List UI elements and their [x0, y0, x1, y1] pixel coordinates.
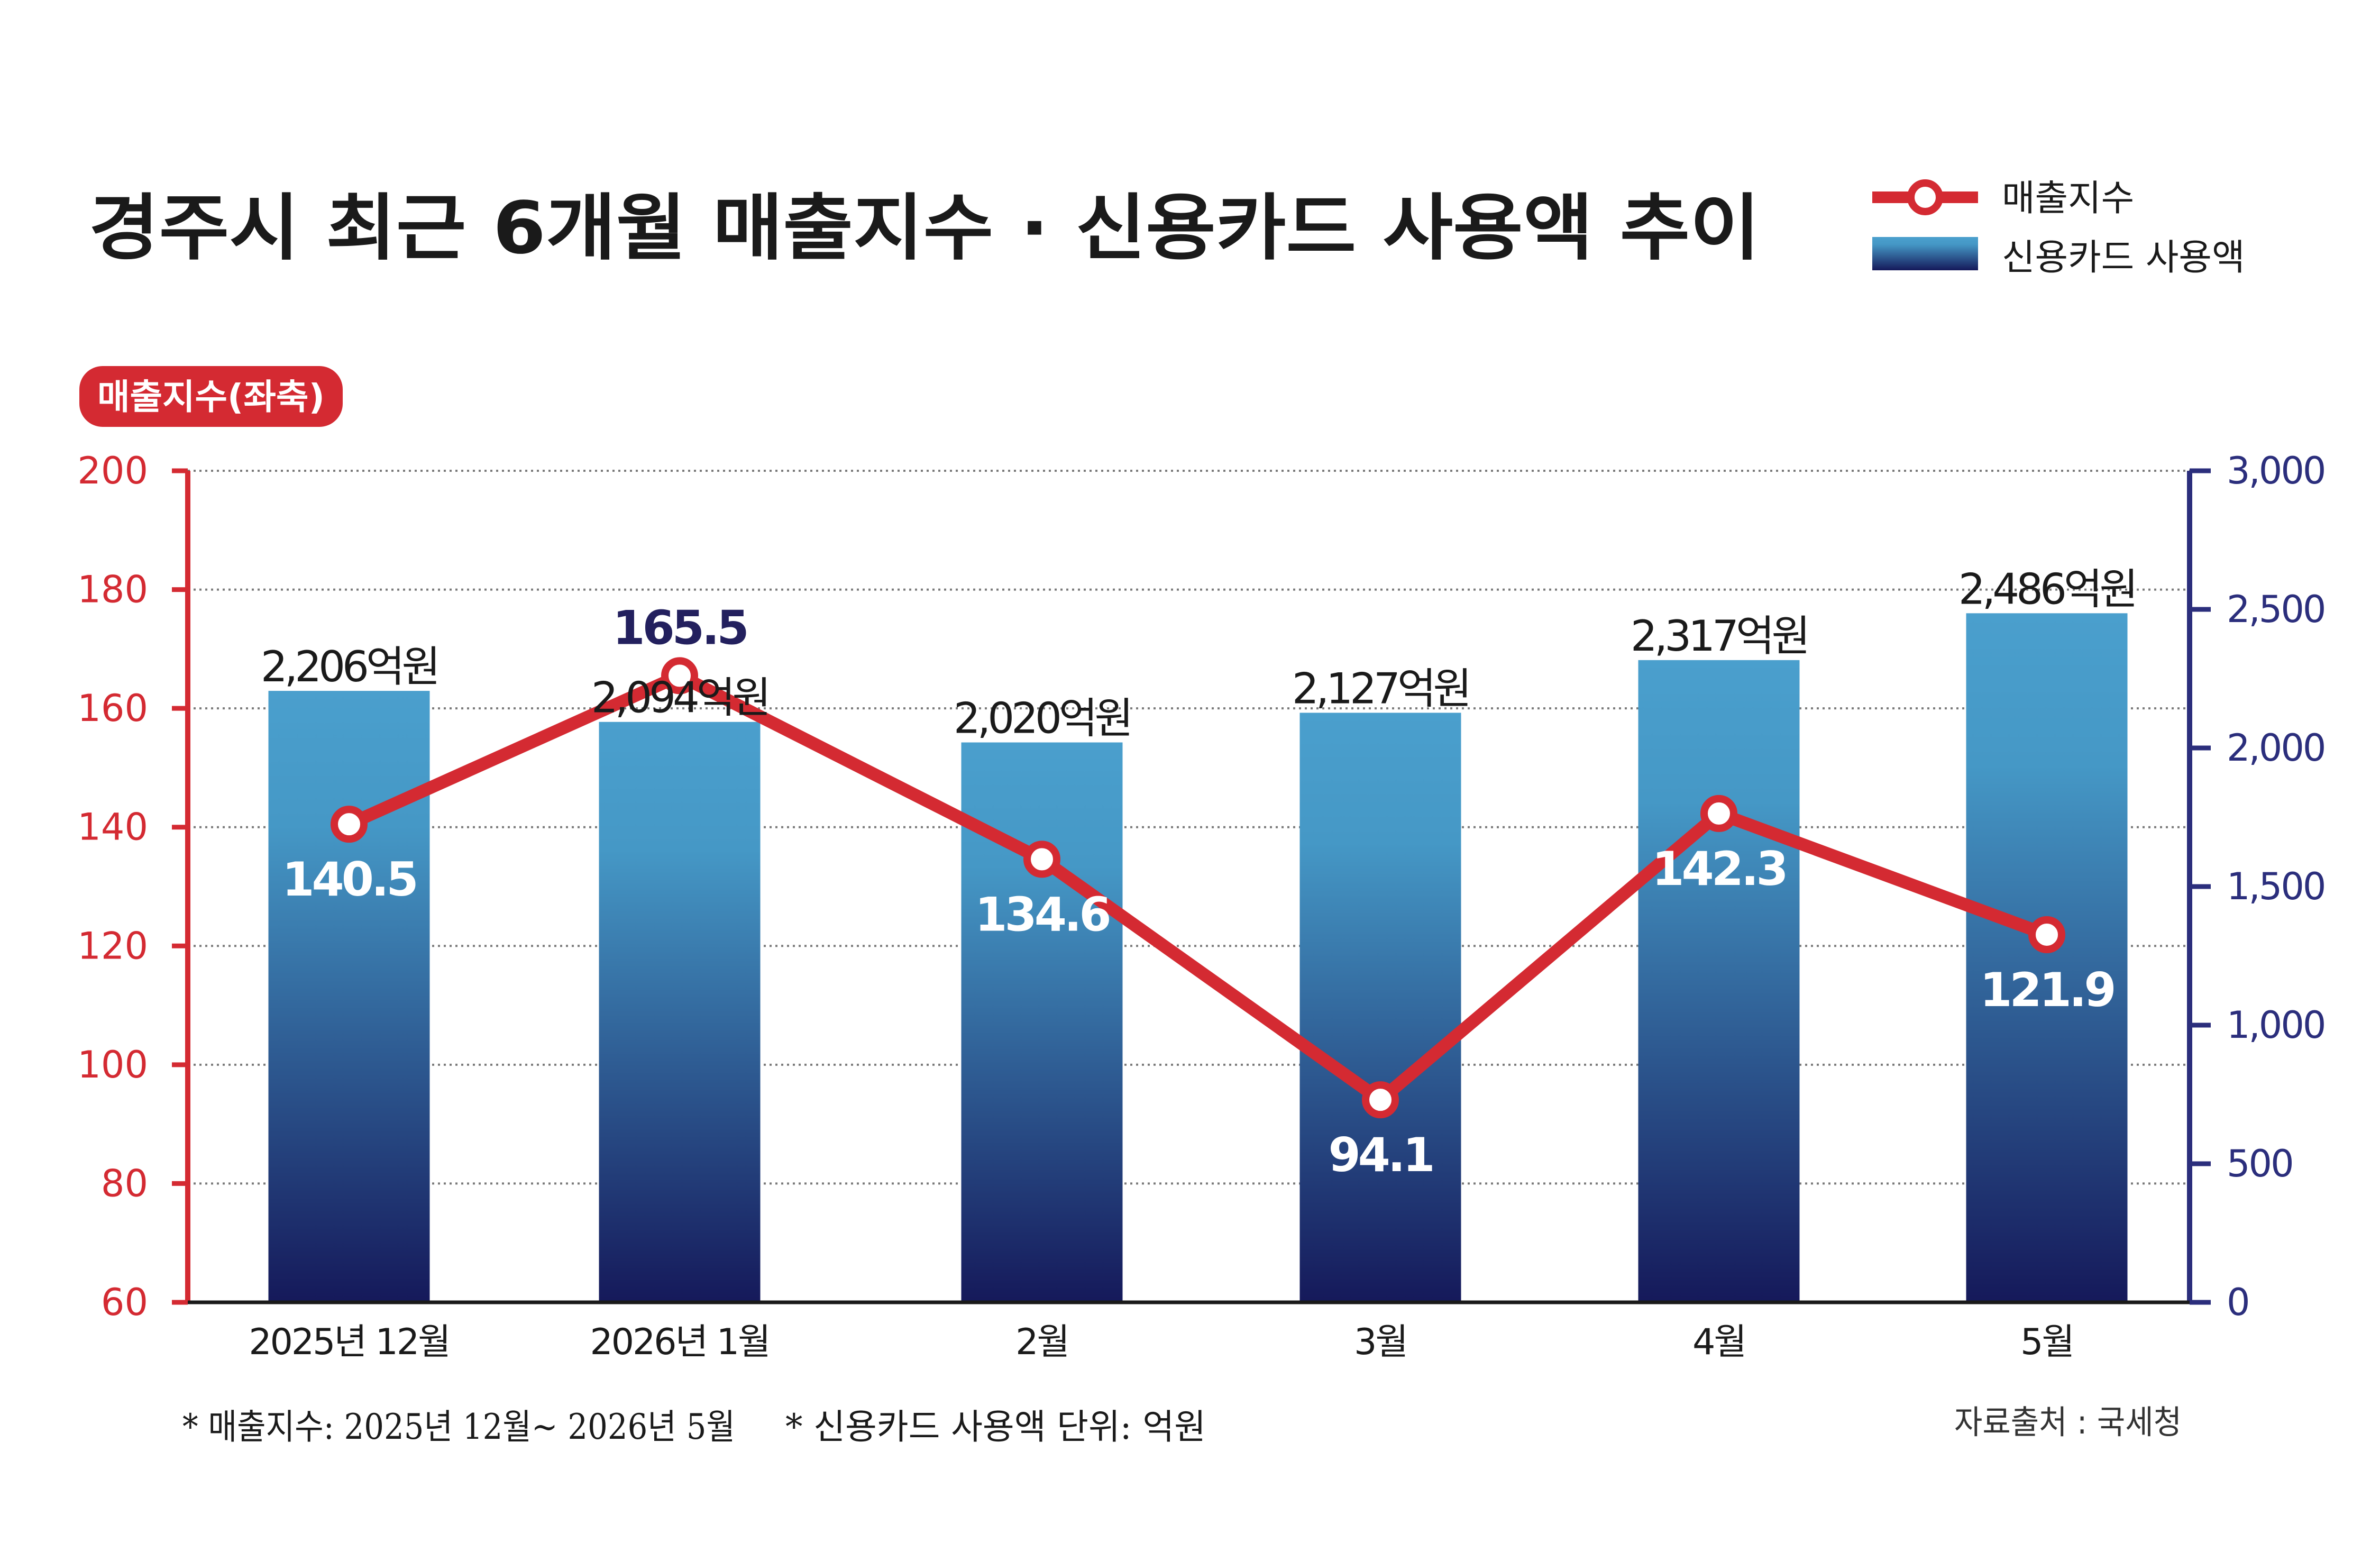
legend-line-marker	[1907, 179, 1943, 215]
index-value-label-3: 94.1	[1328, 1128, 1432, 1182]
bar-5	[1966, 613, 2128, 1302]
right-axis-tick-label: 500	[2227, 1142, 2293, 1185]
grid-lines	[188, 470, 2190, 1185]
x-axis-category-label: 2월	[1015, 1321, 1068, 1363]
x-axis-category-label: 2026년 1월	[590, 1321, 769, 1363]
legend-line-label: 매출지수	[2002, 178, 2134, 220]
data-labels: 2,206억원 2,094억원 2,020억원 2,127억원 2,317억원 2,486…	[261, 564, 2138, 1182]
source-note: 자료출처 : 국세청	[1954, 1403, 2182, 1441]
x-axis-category-label: 4월	[1692, 1321, 1745, 1363]
index-line	[343, 669, 2053, 1107]
index-point-1	[661, 657, 698, 695]
footnote-index-period: * 매출지수: 2025년 12월~ 2026년 5월	[182, 1407, 735, 1447]
bar-value-label-2: 2,020억원	[954, 694, 1130, 743]
index-point-5	[2028, 916, 2065, 953]
x-axis-category-label: 2025년 12월	[249, 1321, 449, 1363]
index-value-label-0: 140.5	[282, 852, 416, 907]
index-point-3	[1362, 1081, 1399, 1119]
bar-value-label-4: 2,317억원	[1631, 611, 1807, 661]
left-axis-tick-label: 160	[77, 687, 148, 730]
right-axis-tick-label: 2,000	[2227, 726, 2324, 770]
index-point-0	[331, 806, 368, 843]
footnote-card-unit: * 신용카드 사용액 단위: 억원	[785, 1407, 1206, 1447]
index-point-4	[1700, 795, 1737, 832]
bar-value-label-0: 2,206억원	[261, 642, 437, 691]
bar-value-label-1: 2,094억원	[591, 673, 768, 723]
x-axis-category-label: 5월	[2020, 1321, 2073, 1363]
left-axis-tick-label: 60	[101, 1281, 148, 1324]
bar-value-label-5: 2,486억원	[1958, 564, 2135, 614]
axes: 200 180 160 140 120 100 80 60 3,000 2,500 2,000 1,5…	[77, 449, 2326, 1363]
left-axis-tick-label: 200	[77, 449, 148, 492]
index-value-label-2: 134.6	[975, 887, 1109, 942]
legend: 매출지수 신용카드 사용액	[1872, 178, 2245, 279]
line-series	[331, 657, 2065, 1119]
right-axis-tick-label: 1,000	[2227, 1003, 2324, 1047]
index-value-label-4: 142.3	[1652, 842, 1786, 896]
left-axis-badge-bg	[79, 366, 343, 427]
left-axis-tick-label: 120	[77, 924, 148, 967]
right-axis-tick-label: 0	[2227, 1281, 2249, 1324]
bar-4	[1638, 660, 1800, 1302]
left-axis-tick-label: 140	[77, 806, 148, 849]
right-axis-tick-label: 3,000	[2227, 449, 2324, 492]
left-axis-tick-label: 180	[77, 568, 148, 611]
bar-0	[268, 691, 430, 1302]
right-axis-tick-label: 1,500	[2227, 865, 2324, 908]
bars	[268, 613, 2128, 1302]
index-point-2	[1023, 841, 1060, 878]
right-axis-tick-label: 2,500	[2227, 588, 2324, 631]
bar-3	[1299, 713, 1461, 1302]
legend-bar-label: 신용카드 사용액	[2002, 237, 2245, 279]
left-axis-tick-label: 100	[77, 1043, 148, 1087]
x-axis-category-label: 3월	[1354, 1321, 1407, 1363]
index-value-label-1: 165.5	[612, 600, 746, 655]
left-axis-badge: 매출지수(좌축)	[79, 366, 343, 427]
left-axis-badge-label: 매출지수(좌축)	[97, 377, 325, 417]
chart-title: 경주시 최근 6개월 매출지수 · 신용카드 사용액 추이	[89, 187, 1760, 270]
index-value-label-5: 121.9	[1980, 963, 2113, 1017]
legend-bar-swatch	[1872, 237, 1978, 270]
bar-1	[599, 722, 761, 1302]
bar-value-label-3: 2,127억원	[1292, 664, 1469, 713]
left-axis-tick-label: 80	[101, 1162, 148, 1205]
